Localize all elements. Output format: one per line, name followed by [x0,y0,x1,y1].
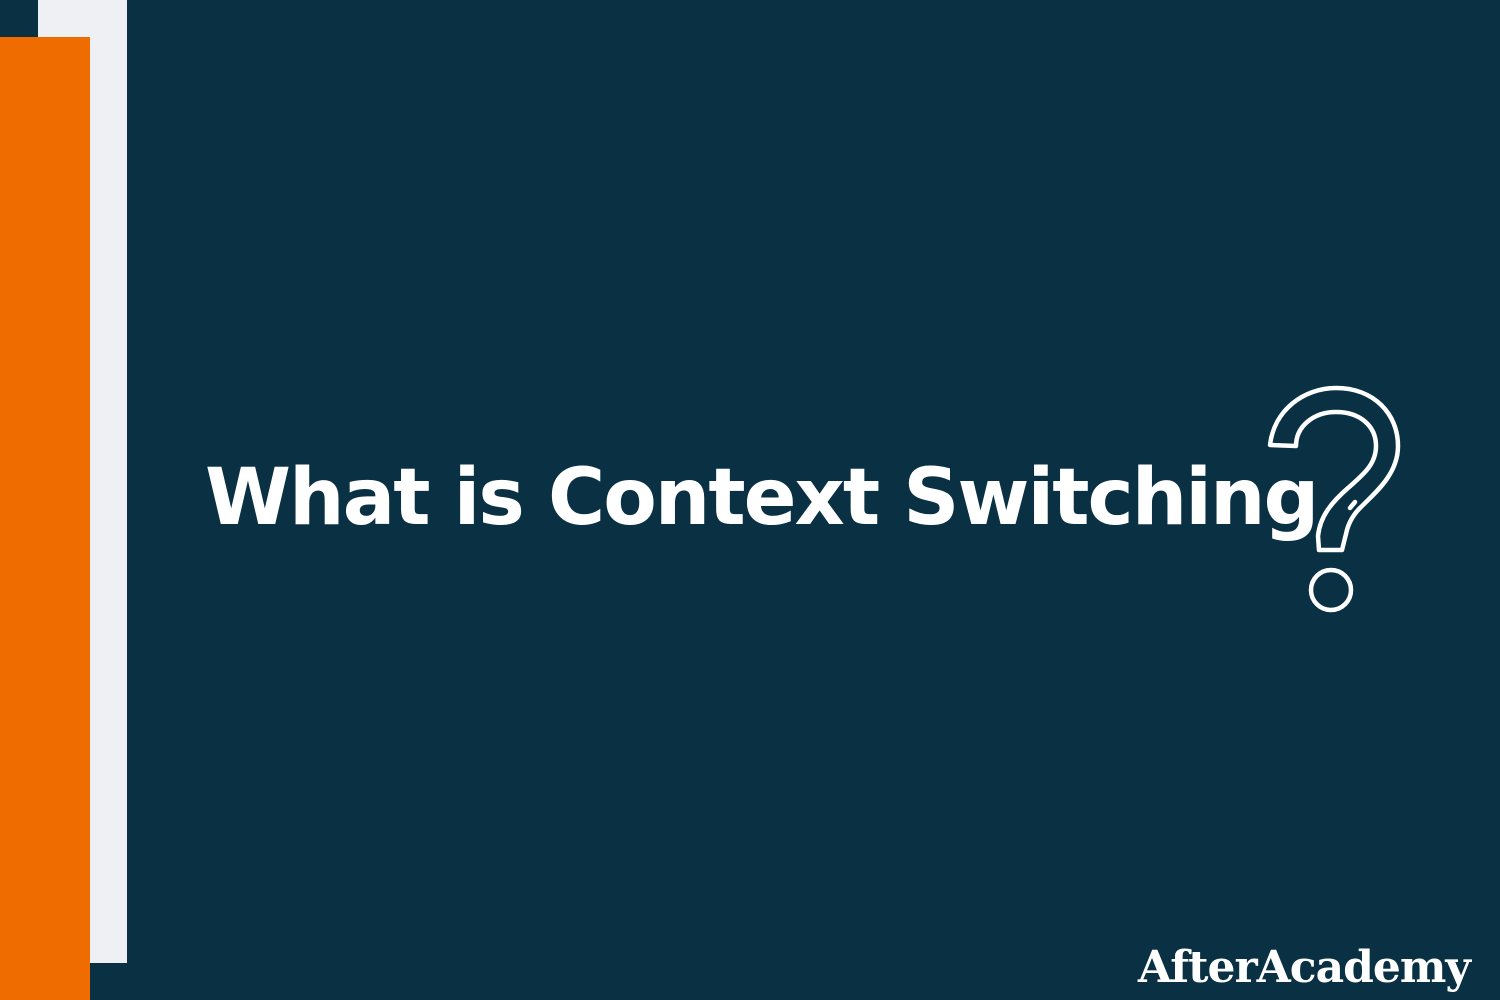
brand-logo: AfterAcademy [1137,942,1471,993]
question-mark-icon [1267,385,1401,613]
orange-accent-stripe [0,37,90,1000]
page-title: What is Context Switching [205,453,1319,543]
